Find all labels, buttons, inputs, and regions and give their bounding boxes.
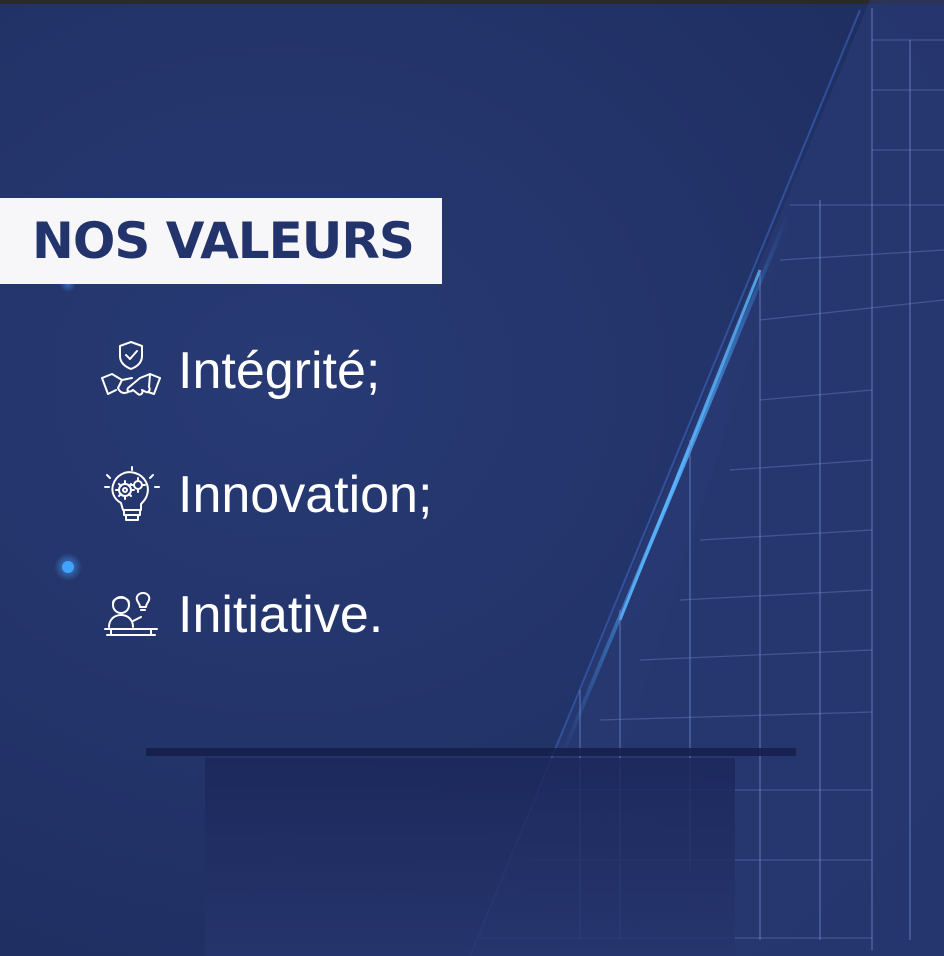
page-title: NOS VALEURS — [32, 212, 415, 270]
value-item-integrity: Intégrité; — [96, 336, 380, 406]
value-label: Initiative. — [178, 586, 384, 644]
value-label: Innovation; — [178, 466, 433, 524]
top-border — [0, 0, 944, 4]
title-banner: NOS VALEURS — [0, 198, 442, 284]
person-idea-icon — [96, 580, 166, 650]
handshake-shield-icon — [96, 336, 166, 406]
value-label: Intégrité; — [178, 342, 381, 400]
value-item-initiative: Initiative. — [96, 580, 383, 650]
value-item-innovation: Innovation; — [96, 460, 432, 530]
gears-lightbulb-icon — [96, 460, 166, 530]
